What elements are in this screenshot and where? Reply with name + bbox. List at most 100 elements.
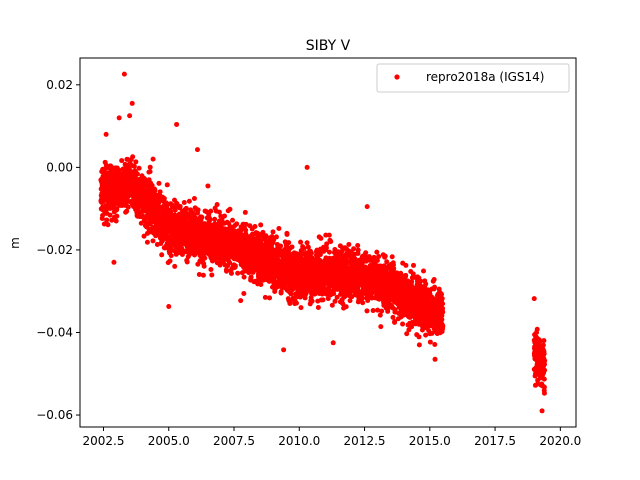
data-point <box>184 259 190 265</box>
data-point <box>288 291 294 297</box>
data-point <box>105 222 111 228</box>
data-point <box>370 308 376 314</box>
data-point <box>318 235 324 241</box>
data-point <box>409 279 415 285</box>
y-tick-label: −0.04 <box>36 325 73 339</box>
data-point <box>542 361 548 367</box>
data-point <box>432 284 438 290</box>
data-point <box>212 216 218 222</box>
data-point <box>202 255 208 261</box>
data-point <box>227 260 233 266</box>
data-point <box>346 241 352 247</box>
y-tick-label: 0.02 <box>46 78 73 92</box>
data-point <box>308 250 314 256</box>
data-point <box>150 238 156 244</box>
data-point <box>320 297 326 303</box>
data-point <box>113 218 119 224</box>
data-point <box>404 331 410 337</box>
data-point <box>439 317 445 323</box>
data-point <box>235 270 241 276</box>
data-point <box>542 367 548 373</box>
data-point <box>150 156 156 162</box>
data-point <box>365 298 371 304</box>
data-point <box>542 358 548 364</box>
data-point <box>144 239 150 245</box>
data-point <box>278 289 284 295</box>
data-point <box>164 182 170 188</box>
data-point <box>343 304 349 310</box>
data-point <box>411 262 416 268</box>
data-point <box>298 239 304 245</box>
data-point <box>403 262 409 268</box>
data-point <box>541 351 547 357</box>
data-point <box>303 290 309 296</box>
legend: repro2018a (IGS14) <box>376 63 570 93</box>
data-point <box>192 215 198 221</box>
data-point <box>241 291 247 297</box>
data-point <box>541 390 547 396</box>
data-point <box>323 232 329 238</box>
x-tick-label: 2005.0 <box>148 434 190 448</box>
data-points <box>98 71 548 414</box>
data-point <box>541 376 547 382</box>
data-point <box>238 298 244 304</box>
data-point <box>440 323 446 329</box>
data-point <box>432 356 438 362</box>
data-point <box>174 121 180 127</box>
data-point <box>440 309 446 315</box>
data-point <box>177 203 183 209</box>
data-point <box>205 183 211 189</box>
data-point <box>130 154 136 160</box>
data-point <box>390 314 396 320</box>
data-point <box>534 326 540 332</box>
data-point <box>258 281 264 287</box>
data-point <box>241 274 247 280</box>
data-point <box>243 221 249 227</box>
data-point <box>421 268 427 274</box>
data-point <box>260 229 266 235</box>
data-point <box>360 295 366 301</box>
data-point <box>227 206 233 212</box>
data-point <box>304 164 310 170</box>
data-point <box>431 276 437 282</box>
data-point <box>199 214 205 220</box>
data-point <box>114 213 120 219</box>
data-point <box>355 243 361 248</box>
data-point <box>147 169 153 175</box>
data-point <box>196 271 202 277</box>
data-point <box>208 208 214 214</box>
x-tick-label: 2012.5 <box>344 434 386 448</box>
data-point <box>252 223 258 229</box>
data-point <box>309 298 315 304</box>
x-tick-label: 2020.0 <box>539 434 581 448</box>
data-point <box>124 208 130 214</box>
data-point <box>134 171 140 177</box>
data-point <box>384 259 390 265</box>
data-point <box>379 308 385 314</box>
data-point <box>191 196 197 201</box>
data-point <box>541 338 547 344</box>
data-point <box>166 303 172 309</box>
data-point <box>242 209 248 215</box>
data-point <box>116 167 122 173</box>
data-point <box>230 217 236 223</box>
data-point <box>224 268 230 274</box>
data-point <box>347 298 353 304</box>
data-point <box>183 205 189 211</box>
data-point <box>531 296 537 302</box>
data-point <box>207 217 213 223</box>
data-point <box>326 232 332 238</box>
data-point <box>263 233 269 239</box>
data-point <box>127 113 133 119</box>
legend-label: repro2018a (IGS14) <box>426 70 544 84</box>
data-point <box>273 234 279 240</box>
data-point <box>382 253 388 259</box>
data-point <box>409 324 415 330</box>
y-axis: 0.020.00−0.02−0.04−0.06 <box>36 78 80 422</box>
x-axis: 2002.5 2005.0 2007.5 2010.0 2012.5 2015.0 2017… <box>82 427 581 448</box>
data-point <box>432 342 438 348</box>
y-tick-label: −0.06 <box>36 408 73 422</box>
data-point <box>378 324 384 330</box>
data-point <box>289 244 295 250</box>
